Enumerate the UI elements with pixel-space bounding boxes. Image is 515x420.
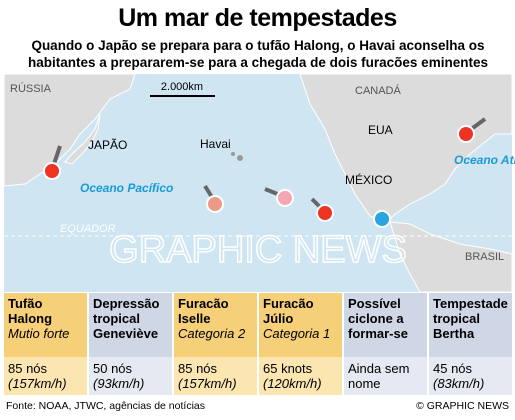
storm-speed: 65 knots [263, 361, 313, 376]
map: 2.000km GRAPHIC NEWS RÚSSIA JAPÃO Havai … [3, 74, 515, 292]
storm-speed: 45 nós [433, 361, 473, 376]
storm-speed-box: 85 nós (157km/h) [4, 357, 87, 395]
storm-speed-box: Ainda sem nome [344, 357, 427, 395]
storm-name: Depressão tropical Geneviève [93, 296, 160, 341]
equator-label: EQUADOR [60, 223, 116, 235]
storm-speed-kmh: (157km/h) [8, 376, 67, 391]
storm-header: Furacão Iselle Categoria 2 [174, 293, 257, 357]
storm-name: Furacão Iselle [178, 296, 229, 326]
asia [3, 74, 136, 187]
watermark: GRAPHIC NEWS [109, 229, 407, 271]
storm-symbols [43, 125, 475, 228]
storm-speed-box: 45 nós (83km/h) [429, 357, 512, 395]
ocean-label: Oceano Atlântico [454, 153, 515, 167]
country-label: BRASIL [465, 251, 504, 263]
storm-category: Categoria 2 [178, 326, 246, 341]
storm-box: Tempestade tropical Bertha 45 nós (83km/h) [429, 293, 512, 395]
hawaii-island [231, 152, 235, 156]
storm-category: Mutio forte [8, 326, 70, 341]
storm-speed-box: 85 nós (157km/h) [174, 357, 257, 395]
storm-header: Furacão Júlio Categoria 1 [259, 293, 342, 357]
storm-boxes: Tufão Halong Mutio forte 85 nós (157km/h) De… [4, 293, 512, 395]
storm-speed-kmh: (157km/h) [178, 376, 237, 391]
country-label: RÚSSIA [10, 82, 52, 95]
subtitle: Quando o Japão se prepara para o tufão H… [28, 38, 488, 70]
storm-speed: Ainda sem nome [348, 361, 410, 391]
japan-land [64, 113, 101, 165]
credit: © GRAPHIC NEWS [416, 400, 509, 412]
footer: Fonte: NOAA, JTWC, agências de notícias … [6, 400, 509, 412]
storm-name: Tempestade tropical Bertha [433, 296, 508, 341]
storm-name: Furacão Júlio [263, 296, 314, 326]
hawaii-island [237, 155, 243, 161]
storm-header: Depressão tropical Geneviève [89, 293, 172, 357]
storm-speed-kmh: (93km/h) [93, 376, 145, 391]
storm-name: Tufão Halong [8, 296, 53, 326]
storm-category: Categoria 1 [263, 326, 331, 341]
place-label: Havai [200, 137, 231, 151]
scale-label: 2.000km [161, 81, 203, 93]
source: Fonte: NOAA, JTWC, agências de notícias [6, 400, 205, 412]
storm-speed: 50 nós [93, 361, 133, 376]
country-label: JAPÃO [88, 138, 127, 152]
storm-box: Furacão Júlio Categoria 1 65 knots (120km/h… [259, 293, 342, 395]
country-label: CANADÁ [355, 84, 402, 97]
north-america [299, 74, 513, 225]
storm-speed-kmh: (120km/h) [263, 376, 322, 391]
ocean-label: Oceano Pacífico [80, 181, 173, 195]
storm-speed-kmh: (83km/h) [433, 376, 485, 391]
country-label: EUA [368, 123, 393, 137]
country-label: MÉXICO [345, 172, 392, 187]
storm-speed: 85 nós [8, 361, 48, 376]
storm-header: Tufão Halong Mutio forte [4, 293, 87, 357]
storm-box: Tufão Halong Mutio forte 85 nós (157km/h) [4, 293, 87, 395]
storm-header: Tempestade tropical Bertha [429, 293, 512, 357]
storm-speed-box: 50 nós (93km/h) [89, 357, 172, 395]
storm-speed-box: 65 knots (120km/h) [259, 357, 342, 395]
storm-box: Depressão tropical Geneviève 50 nós (93km/… [89, 293, 172, 395]
storm-box: Possível ciclone a formar-se Ainda sem no… [344, 293, 427, 395]
storm-header: Possível ciclone a formar-se [344, 293, 427, 357]
storm-speed: 85 nós [178, 361, 218, 376]
south-america [389, 221, 513, 292]
storm-name: Possível ciclone a formar-se [348, 296, 408, 341]
title: Um mar de tempestades [118, 4, 397, 32]
storm-box: Furacão Iselle Categoria 2 85 nós (157km/h) [174, 293, 257, 395]
